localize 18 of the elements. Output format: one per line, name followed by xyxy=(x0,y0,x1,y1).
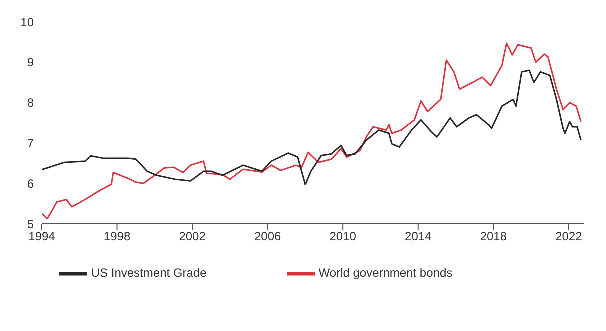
x-tick-label: 2022 xyxy=(556,230,583,244)
y-tick-label: 7 xyxy=(27,136,34,150)
x-tick-label: 2010 xyxy=(330,230,357,244)
y-tick-label: 9 xyxy=(27,56,34,70)
line-series xyxy=(42,42,582,220)
legend-label: World government bonds xyxy=(318,266,453,280)
y-tick-label: 5 xyxy=(27,217,34,232)
y-tick-label: 6 xyxy=(27,176,34,191)
x-tick-label: 2014 xyxy=(405,230,432,244)
x-tick-label: 1994 xyxy=(28,230,56,244)
x-tick-label: 2006 xyxy=(254,230,282,244)
y-tick-label: 10 xyxy=(20,15,34,30)
line-series xyxy=(42,70,582,186)
x-tick-label: 2002 xyxy=(179,230,206,244)
y-tick-label: 8 xyxy=(27,96,34,110)
legend-label: US Investment Grade xyxy=(91,266,207,280)
x-tick-label: 1998 xyxy=(104,230,131,244)
x-tick-label: 2018 xyxy=(480,230,508,244)
